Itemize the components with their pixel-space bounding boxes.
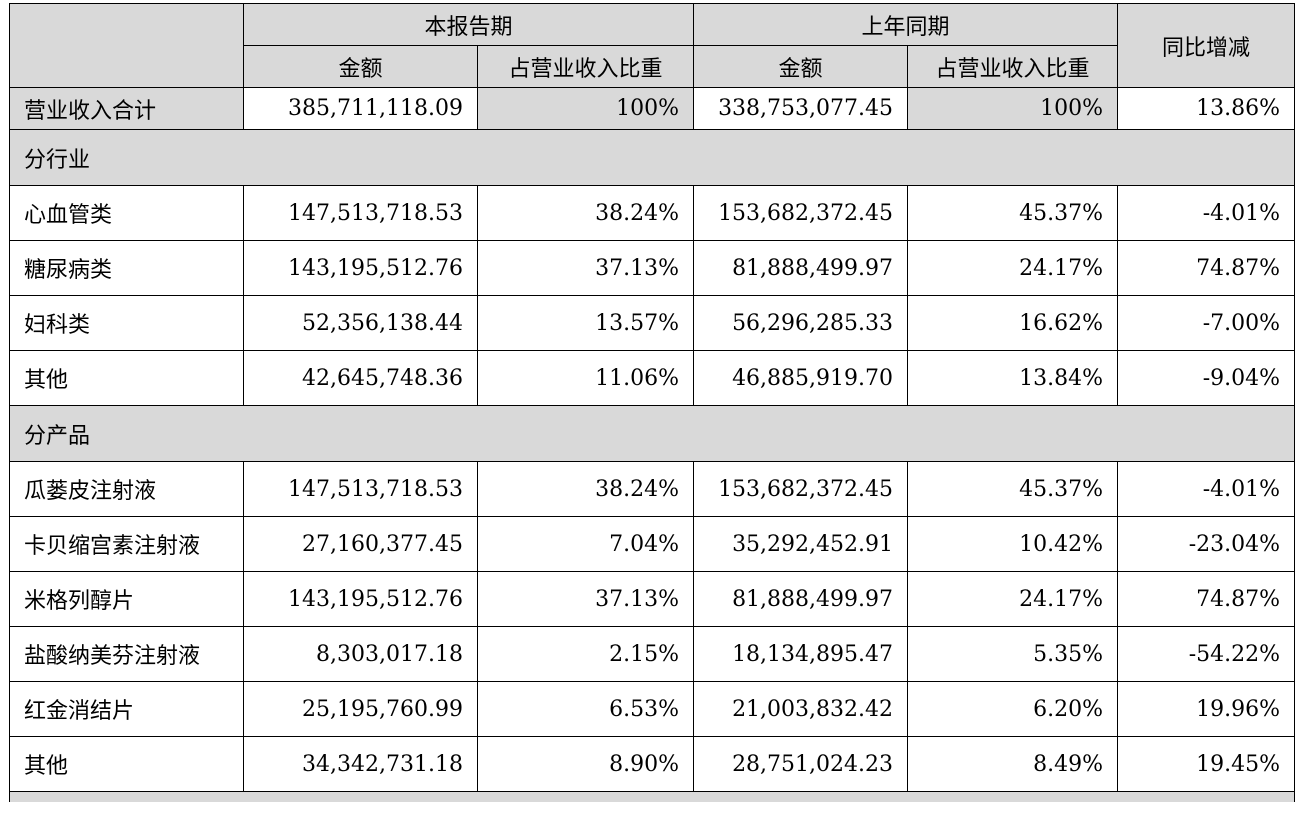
cur-ratio-cell: 38.24% bbox=[476, 461, 695, 517]
table-row: 卡贝缩宫素注射液 27,160,377.45 7.04% 35,292,452.… bbox=[9, 516, 1296, 572]
table-row: 其他 42,645,748.36 11.06% 46,885,919.70 13… bbox=[9, 350, 1296, 406]
yoy-cell: 19.96% bbox=[1117, 681, 1296, 737]
table-row: 心血管类 147,513,718.53 38.24% 153,682,372.4… bbox=[9, 185, 1296, 241]
prev-ratio-cell: 45.37% bbox=[907, 185, 1119, 241]
prev-amount-cell: 153,682,372.45 bbox=[693, 461, 909, 517]
header-prev-ratio: 占营业收入比重 bbox=[907, 45, 1119, 88]
prev-amount-cell: 35,292,452.91 bbox=[693, 516, 909, 572]
revenue-table: 本报告期 上年同期 同比增减 金额 占营业收入比重 金额 占营业收入比重 营业收… bbox=[8, 3, 1296, 802]
table-row: 盐酸纳美芬注射液 8,303,017.18 2.15% 18,134,895.4… bbox=[9, 626, 1296, 682]
cur-amount-cell: 42,645,748.36 bbox=[243, 350, 478, 406]
yoy-cell: -54.22% bbox=[1117, 626, 1296, 682]
row-label: 其他 bbox=[9, 350, 244, 406]
section-title: 分行业 bbox=[8, 129, 1296, 186]
yoy-cell: -9.04% bbox=[1117, 350, 1296, 406]
cur-amount-cell: 385,711,118.09 bbox=[243, 87, 478, 130]
yoy-cell: 19.45% bbox=[1117, 736, 1296, 792]
prev-amount-cell: 81,888,499.97 bbox=[693, 240, 909, 296]
row-label: 妇科类 bbox=[9, 295, 244, 351]
prev-ratio-cell: 100% bbox=[907, 87, 1119, 130]
prev-ratio-cell: 5.35% bbox=[907, 626, 1119, 682]
header-row-2: 金额 占营业收入比重 金额 占营业收入比重 bbox=[10, 45, 1295, 88]
table-tail-cell bbox=[8, 791, 1296, 802]
yoy-cell: -4.01% bbox=[1117, 185, 1296, 241]
table-row: 糖尿病类 143,195,512.76 37.13% 81,888,499.97… bbox=[9, 240, 1296, 296]
row-label: 心血管类 bbox=[9, 185, 244, 241]
cur-amount-cell: 34,342,731.18 bbox=[243, 736, 478, 792]
prev-ratio-cell: 45.37% bbox=[907, 461, 1119, 517]
cur-amount-cell: 25,195,760.99 bbox=[243, 681, 478, 737]
header-cur-ratio: 占营业收入比重 bbox=[476, 45, 695, 88]
row-label: 瓜蒌皮注射液 bbox=[9, 461, 244, 517]
prev-amount-cell: 56,296,285.33 bbox=[693, 295, 909, 351]
cur-ratio-cell: 7.04% bbox=[476, 516, 695, 572]
table-row: 瓜蒌皮注射液 147,513,718.53 38.24% 153,682,372… bbox=[9, 461, 1296, 517]
yoy-cell: -23.04% bbox=[1117, 516, 1296, 572]
cur-amount-cell: 147,513,718.53 bbox=[243, 461, 478, 517]
header-prev-amount: 金额 bbox=[693, 45, 909, 88]
yoy-cell: -4.01% bbox=[1117, 461, 1296, 517]
table-row: 妇科类 52,356,138.44 13.57% 56,296,285.33 1… bbox=[9, 295, 1296, 351]
prev-ratio-cell: 8.49% bbox=[907, 736, 1119, 792]
row-label: 营业收入合计 bbox=[9, 87, 244, 130]
yoy-cell: 13.86% bbox=[1117, 87, 1296, 130]
prev-ratio-cell: 24.17% bbox=[907, 571, 1119, 627]
cur-amount-cell: 143,195,512.76 bbox=[243, 571, 478, 627]
cur-ratio-cell: 37.13% bbox=[476, 240, 695, 296]
row-label: 米格列醇片 bbox=[9, 571, 244, 627]
prev-ratio-cell: 10.42% bbox=[907, 516, 1119, 572]
cur-ratio-cell: 37.13% bbox=[476, 571, 695, 627]
prev-ratio-cell: 24.17% bbox=[907, 240, 1119, 296]
cur-ratio-cell: 2.15% bbox=[476, 626, 695, 682]
yoy-cell: -7.00% bbox=[1117, 295, 1296, 351]
header-cur-amount: 金额 bbox=[243, 45, 478, 88]
prev-amount-cell: 338,753,077.45 bbox=[693, 87, 909, 130]
header-yoy: 同比增减 bbox=[1117, 3, 1296, 88]
cur-amount-cell: 143,195,512.76 bbox=[243, 240, 478, 296]
cur-ratio-cell: 8.90% bbox=[476, 736, 695, 792]
section-row-product: 分产品 bbox=[8, 405, 1296, 462]
header-prior-period: 上年同期 bbox=[693, 3, 1119, 46]
prev-amount-cell: 153,682,372.45 bbox=[693, 185, 909, 241]
table-row: 米格列醇片 143,195,512.76 37.13% 81,888,499.9… bbox=[9, 571, 1296, 627]
cur-amount-cell: 147,513,718.53 bbox=[243, 185, 478, 241]
yoy-cell: 74.87% bbox=[1117, 240, 1296, 296]
prev-amount-cell: 28,751,024.23 bbox=[693, 736, 909, 792]
cur-ratio-cell: 38.24% bbox=[476, 185, 695, 241]
header-row-1: 本报告期 上年同期 同比增减 bbox=[9, 3, 1296, 88]
cur-amount-cell: 8,303,017.18 bbox=[243, 626, 478, 682]
table-row: 其他 34,342,731.18 8.90% 28,751,024.23 8.4… bbox=[9, 736, 1296, 792]
section-title: 分产品 bbox=[8, 405, 1296, 462]
header-current-period: 本报告期 bbox=[242, 3, 695, 46]
cur-ratio-cell: 6.53% bbox=[476, 681, 695, 737]
cur-ratio-cell: 13.57% bbox=[476, 295, 695, 351]
prev-amount-cell: 21,003,832.42 bbox=[693, 681, 909, 737]
cur-amount-cell: 52,356,138.44 bbox=[243, 295, 478, 351]
cur-amount-cell: 27,160,377.45 bbox=[243, 516, 478, 572]
prev-amount-cell: 18,134,895.47 bbox=[693, 626, 909, 682]
table-row: 红金消结片 25,195,760.99 6.53% 21,003,832.42 … bbox=[9, 681, 1296, 737]
prev-amount-cell: 46,885,919.70 bbox=[693, 350, 909, 406]
total-row: 营业收入合计 385,711,118.09 100% 338,753,077.4… bbox=[9, 87, 1296, 130]
row-label: 糖尿病类 bbox=[9, 240, 244, 296]
prev-ratio-cell: 16.62% bbox=[907, 295, 1119, 351]
cur-ratio-cell: 11.06% bbox=[476, 350, 695, 406]
row-label: 红金消结片 bbox=[9, 681, 244, 737]
row-label: 盐酸纳美芬注射液 bbox=[9, 626, 244, 682]
prev-amount-cell: 81,888,499.97 bbox=[693, 571, 909, 627]
cur-ratio-cell: 100% bbox=[476, 87, 695, 130]
section-row-industry: 分行业 bbox=[8, 129, 1296, 186]
yoy-cell: 74.87% bbox=[1117, 571, 1296, 627]
row-label: 卡贝缩宫素注射液 bbox=[9, 516, 244, 572]
prev-ratio-cell: 13.84% bbox=[907, 350, 1119, 406]
table-tail-row bbox=[8, 791, 1296, 802]
row-label: 其他 bbox=[9, 736, 244, 792]
header-corner bbox=[9, 3, 244, 88]
prev-ratio-cell: 6.20% bbox=[907, 681, 1119, 737]
